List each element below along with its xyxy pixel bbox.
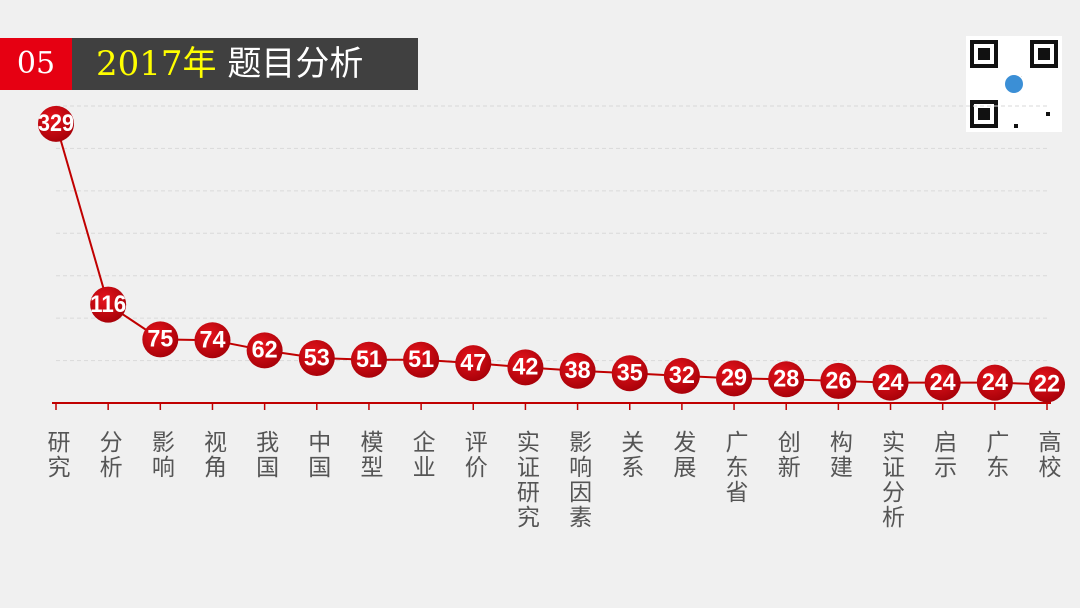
qr-finder — [970, 100, 998, 128]
data-point — [403, 341, 440, 378]
x-tick-label: 高校 — [1034, 430, 1060, 480]
x-tick-label: 企业 — [408, 430, 435, 480]
qr-cell — [1014, 124, 1018, 128]
badge-box — [0, 38, 72, 90]
data-label: 51 — [408, 346, 434, 373]
badge: 05 — [16, 46, 56, 81]
data-label: 28 — [773, 366, 799, 393]
data-label: 24 — [982, 369, 1009, 396]
qr-code — [966, 36, 1062, 132]
qr-cell — [1046, 112, 1050, 116]
x-tick-label: 研究 — [43, 430, 69, 480]
data-label: 74 — [199, 327, 226, 354]
title-year: 2017年 — [96, 44, 217, 84]
data-label: 29 — [721, 365, 747, 392]
qr-logo — [1003, 73, 1025, 95]
title-box — [72, 38, 418, 90]
data-label: 116 — [90, 291, 126, 318]
data-label: 24 — [930, 369, 957, 396]
x-tick-label: 启示 — [929, 430, 956, 480]
data-label: 329 — [38, 110, 74, 137]
data-point — [142, 321, 179, 358]
data-point — [90, 286, 127, 323]
data-point — [246, 332, 283, 369]
chart-title-row: 2017年 题目分析 — [96, 38, 363, 90]
data-point — [768, 361, 805, 398]
x-tick-label: 评价 — [460, 430, 487, 480]
qr-finder — [978, 48, 990, 60]
data-label: 35 — [617, 360, 643, 387]
data-label: 62 — [252, 337, 278, 364]
data-point — [298, 340, 335, 377]
qr-finder — [1038, 48, 1050, 60]
x-tick-label: 创新 — [773, 430, 800, 480]
x-tick-label: 广东省 — [721, 430, 748, 505]
qr-finder — [970, 40, 998, 68]
data-point — [38, 105, 74, 142]
data-label: 47 — [460, 349, 486, 376]
chart-title: 题目分析 — [227, 44, 364, 84]
x-tick-label: 实证分析 — [877, 430, 904, 530]
data-label: 32 — [669, 362, 695, 389]
data-point — [559, 352, 596, 389]
data-point — [507, 349, 544, 386]
data-point — [611, 355, 648, 392]
x-tick-label: 模型 — [355, 430, 382, 480]
data-label: 53 — [304, 344, 330, 371]
data-label: 22 — [1034, 371, 1060, 398]
data-label: 24 — [878, 369, 905, 396]
data-label: 51 — [356, 346, 382, 373]
x-tick-label: 发展 — [668, 430, 695, 480]
data-label: 42 — [512, 354, 538, 381]
data-point — [872, 364, 909, 401]
data-point — [663, 357, 700, 394]
qr-finder — [978, 108, 990, 120]
data-point — [716, 360, 753, 397]
data-label: 75 — [147, 326, 173, 353]
data-point — [976, 364, 1013, 401]
x-tick-label: 构建 — [825, 430, 852, 480]
data-point — [350, 341, 387, 378]
data-point — [1029, 366, 1065, 403]
x-tick-label: 广东 — [981, 430, 1008, 480]
x-tick-label: 影响 — [147, 430, 174, 480]
data-point — [820, 362, 857, 399]
x-tick-label: 中国 — [303, 430, 330, 480]
x-tick-label: 我国 — [251, 430, 278, 480]
data-point — [194, 322, 231, 359]
x-tick-label: 关系 — [616, 430, 643, 480]
qr-finder — [1030, 40, 1058, 68]
x-tick-label: 视角 — [199, 430, 226, 480]
data-point — [455, 345, 492, 382]
x-tick-label: 分析 — [95, 430, 122, 480]
data-label: 26 — [825, 367, 851, 394]
data-label: 38 — [565, 357, 591, 384]
x-tick-label: 影响因素 — [564, 430, 591, 530]
x-tick-label: 实证研究 — [512, 430, 539, 530]
data-point — [924, 364, 961, 401]
